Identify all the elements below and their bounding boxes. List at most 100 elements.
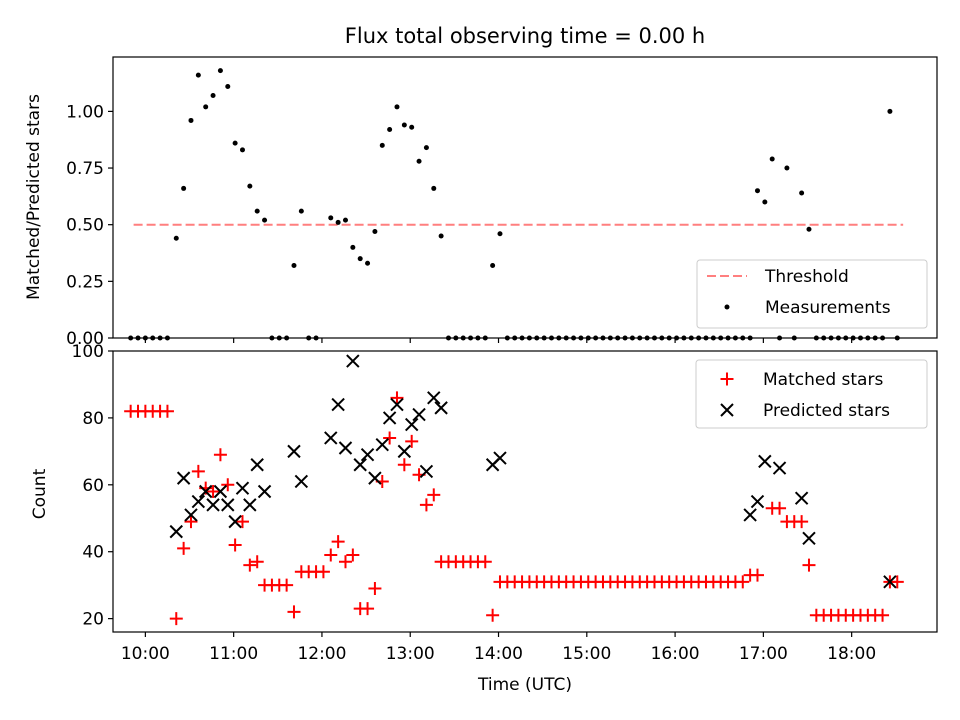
predicted-star-point: [883, 575, 897, 589]
matched-star-point: [773, 501, 787, 515]
predicted-star-point: [382, 411, 397, 425]
top-x-ticks: [144, 338, 853, 343]
top-data-points: [128, 68, 900, 341]
measurement-point: [416, 158, 422, 164]
bottom-x-ticks: 10:00 11:00 12:00 13:00 14:00 15:00 16:00 17:00…: [121, 632, 876, 664]
matched-star-point: [486, 608, 500, 622]
measurement-point: [490, 262, 496, 268]
legend-matched-label: Matched stars: [763, 370, 883, 390]
predicted-star-point: [221, 498, 235, 512]
measurement-point: [342, 217, 348, 223]
matched-star-point: [280, 578, 294, 592]
predicted-star-point: [169, 524, 183, 539]
matched-star-point: [243, 558, 257, 572]
predicted-star-point: [368, 471, 382, 485]
x-tick-label: 16:00: [651, 644, 700, 664]
matched-star-point: [383, 431, 397, 445]
bottom-y-tick-label: 20: [82, 610, 104, 630]
top-y-axis-label: Matched/Predicted stars: [24, 94, 44, 300]
bottom-legend-box: [695, 359, 928, 429]
predicted-star-point: [404, 417, 419, 432]
measurement-point: [210, 93, 216, 99]
measurement-point: [291, 262, 297, 268]
bottom-y-tick-label: 80: [82, 409, 104, 429]
matched-star-point: [221, 478, 235, 492]
matched-star-point: [397, 458, 411, 472]
measurement-point: [232, 140, 238, 146]
bottom-axes-frame: [112, 350, 938, 633]
matched-star-point: [368, 582, 382, 596]
measurement-point: [203, 104, 209, 110]
matched-star-point: [346, 548, 360, 562]
predicted-star-point: [427, 391, 441, 405]
predicted-star-point: [176, 471, 191, 485]
measurement-point: [431, 185, 437, 191]
matched-star-point: [478, 555, 492, 569]
predicted-star-point: [287, 444, 301, 459]
measurement-point: [239, 147, 245, 153]
bottom-panel: 20 40 60 80 100 10:00 11:00 12:00 13:00 14:00 15:…: [30, 342, 938, 695]
matched-star-point: [419, 498, 433, 512]
bottom-y-tick-label: 100: [72, 342, 104, 362]
predicted-star-point: [243, 498, 257, 512]
matched-star-point: [338, 555, 352, 569]
predicted-star-point: [434, 401, 448, 415]
legend-threshold-label: Threshold: [764, 267, 849, 287]
matched-star-point: [390, 391, 404, 405]
predicted-star-point: [228, 514, 242, 529]
legend-matched-swatch: [720, 372, 734, 386]
predicted-star-point: [772, 461, 787, 475]
measurement-point: [328, 215, 334, 221]
bottom-y-tick-label: 60: [82, 476, 104, 496]
measurement-point: [372, 228, 378, 234]
matched-star-point: [177, 541, 191, 555]
x-tick-label: 14:00: [474, 644, 523, 664]
predicted-stars-points: [169, 354, 897, 589]
measurement-point: [438, 233, 444, 239]
measurement-point: [181, 185, 187, 191]
measurement-point: [887, 108, 893, 114]
measurement-point: [497, 231, 503, 237]
matched-star-point: [876, 608, 890, 622]
predicted-star-point: [390, 397, 404, 412]
top-y-tick-label: 0.25: [66, 272, 104, 292]
legend-measurements-label: Measurements: [765, 298, 891, 318]
measurement-point: [784, 165, 790, 171]
legend-measurements-swatch: [724, 304, 730, 310]
predicted-star-point: [758, 454, 772, 469]
measurement-point: [379, 142, 385, 148]
measurement-point: [799, 190, 805, 196]
measurement-point: [357, 256, 363, 262]
matched-star-point: [795, 515, 809, 529]
matched-star-point: [890, 575, 904, 589]
matched-star-point: [287, 605, 301, 619]
measurement-point: [217, 68, 223, 74]
predicted-star-point: [250, 458, 264, 472]
matched-star-point: [316, 565, 330, 579]
measurement-point: [195, 72, 201, 78]
bottom-y-axis-label: Count: [30, 468, 50, 519]
predicted-star-point: [184, 508, 198, 522]
measurement-point: [188, 117, 194, 123]
matched-star-point: [324, 548, 338, 562]
predicted-star-point: [331, 397, 345, 412]
predicted-star-point: [206, 498, 220, 512]
matched-star-point: [206, 485, 220, 498]
top-y-ticks: 0.00 0.25 0.50 0.75 1.00: [66, 102, 113, 349]
predicted-star-point: [198, 484, 213, 499]
x-tick-label: 15:00: [562, 644, 611, 664]
predicted-star-point: [360, 447, 375, 462]
x-tick-label: 18:00: [827, 644, 876, 664]
measurement-point: [754, 188, 760, 194]
predicted-star-point: [419, 464, 434, 479]
measurement-point: [387, 127, 393, 133]
predicted-star-point: [493, 451, 507, 465]
matched-star-point: [213, 448, 227, 462]
x-axis-label: Time (UTC): [477, 675, 572, 695]
legend-predicted-swatch: [720, 403, 734, 417]
predicted-star-point: [412, 407, 426, 422]
predicted-star-point: [213, 484, 228, 499]
measurement-point: [401, 122, 407, 128]
predicted-star-point: [397, 444, 412, 459]
